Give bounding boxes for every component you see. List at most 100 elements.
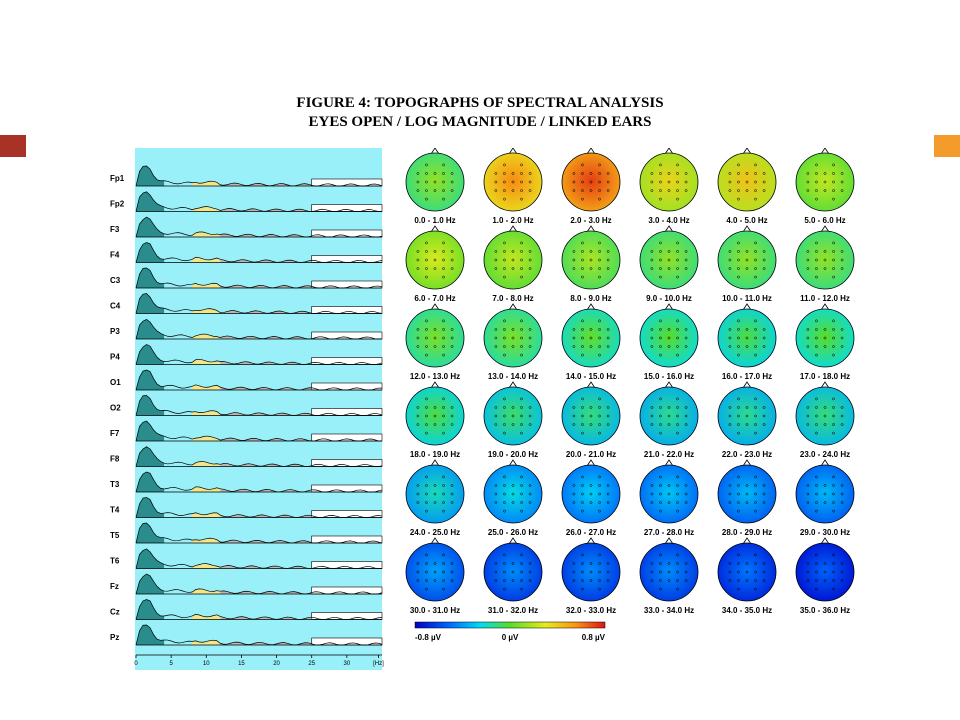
electrode-marker xyxy=(520,180,523,184)
electrode-marker xyxy=(754,345,757,348)
electrode-marker xyxy=(667,267,671,270)
electrode-marker xyxy=(450,501,454,504)
electrode-marker xyxy=(667,345,671,348)
electrode-marker xyxy=(832,406,835,409)
electrode-marker xyxy=(684,501,688,504)
topograph-10: 9.0 - 10.0 Hz xyxy=(639,225,699,303)
band-label: 11.0 - 12.0 Hz xyxy=(800,294,850,303)
head-nose xyxy=(664,148,674,155)
electrode-marker xyxy=(806,484,810,487)
electrode-marker xyxy=(676,319,679,323)
electrode-marker xyxy=(433,172,437,175)
head-nose xyxy=(742,459,752,467)
electrode-marker xyxy=(737,501,740,504)
electrode-marker xyxy=(589,414,593,418)
band-label: 30.0 - 31.0 Hz xyxy=(410,606,460,615)
electrode-marker xyxy=(528,250,532,253)
head-nose xyxy=(664,225,674,233)
electrode-marker xyxy=(581,328,584,331)
electrode-marker xyxy=(676,406,679,409)
electrode-marker xyxy=(737,319,740,323)
channel-label: T4 xyxy=(110,506,120,515)
channel-label: Cz xyxy=(110,608,120,617)
electrode-marker xyxy=(815,587,818,591)
electrode-marker xyxy=(754,319,757,323)
electrode-marker xyxy=(416,250,420,253)
electrode-marker xyxy=(832,475,835,479)
electrode-marker xyxy=(659,319,662,323)
alpha-band-fill xyxy=(192,283,221,288)
head-map xyxy=(795,464,855,524)
electrode-marker xyxy=(450,492,454,496)
electrode-marker xyxy=(840,406,844,409)
electrode-marker xyxy=(754,492,757,496)
head-map xyxy=(717,230,777,290)
band-label: 17.0 - 18.0 Hz xyxy=(800,372,850,381)
electrode-marker xyxy=(433,423,437,426)
electrode-marker xyxy=(606,250,610,253)
electrode-marker xyxy=(832,258,835,262)
electrode-marker xyxy=(494,501,498,504)
electrode-marker xyxy=(520,492,523,496)
electrode-marker xyxy=(511,336,515,340)
electrode-marker xyxy=(832,197,835,201)
electrode-marker xyxy=(659,241,662,245)
electrode-marker xyxy=(832,501,835,504)
electrode-marker xyxy=(503,172,506,175)
colorbar: -0.8 µV 0 µV 0.8 µV xyxy=(414,621,606,642)
head-map xyxy=(639,308,699,368)
head-nose xyxy=(430,225,440,233)
electrode-marker xyxy=(754,562,757,565)
electrode-marker xyxy=(762,345,766,348)
band-label: 18.0 - 19.0 Hz xyxy=(410,450,460,459)
electrode-marker xyxy=(815,570,818,574)
head-map xyxy=(639,464,699,524)
electrode-marker xyxy=(737,189,740,192)
electrode-marker xyxy=(737,587,740,591)
topograph-19: 18.0 - 19.0 Hz xyxy=(405,381,465,459)
electrode-marker xyxy=(581,397,584,401)
electrode-marker xyxy=(442,180,445,184)
electrode-marker xyxy=(494,189,498,192)
electrode-marker xyxy=(823,345,827,348)
electrode-marker xyxy=(425,353,428,357)
electrode-marker xyxy=(425,250,428,253)
channel-row-f4: F4 xyxy=(110,242,383,263)
electrode-marker xyxy=(815,328,818,331)
electrode-marker xyxy=(572,345,576,348)
electrode-marker xyxy=(745,423,749,426)
electrode-marker xyxy=(745,258,749,262)
electrode-marker xyxy=(737,406,740,409)
electrode-marker xyxy=(572,250,576,253)
topograph-22: 21.0 - 22.0 Hz xyxy=(639,381,699,459)
electrode-marker xyxy=(667,180,671,184)
channel-row-t4: T4 xyxy=(110,497,383,518)
electrode-marker xyxy=(425,275,428,279)
electrode-marker xyxy=(728,172,732,175)
band-label: 10.0 - 11.0 Hz xyxy=(722,294,772,303)
topograph-1: 0.0 - 1.0 Hz xyxy=(405,148,465,225)
electrode-marker xyxy=(659,163,662,167)
electrode-marker xyxy=(581,579,584,582)
electrode-marker xyxy=(598,250,601,253)
electrode-marker xyxy=(425,267,428,270)
band-label: 0.0 - 1.0 Hz xyxy=(414,216,455,225)
electrode-marker xyxy=(416,180,420,184)
band-label: 22.0 - 23.0 Hz xyxy=(722,450,772,459)
electrode-marker xyxy=(754,353,757,357)
electrode-marker xyxy=(581,509,584,513)
head-nose xyxy=(586,459,596,467)
electrode-marker xyxy=(815,397,818,401)
band-label: 34.0 - 35.0 Hz xyxy=(722,606,772,615)
electrode-marker xyxy=(728,501,732,504)
electrode-marker xyxy=(450,414,454,418)
electrode-marker xyxy=(728,570,732,574)
delta-band-fill xyxy=(136,497,165,518)
electrode-marker xyxy=(581,319,584,323)
electrode-marker xyxy=(659,353,662,357)
electrode-marker xyxy=(589,492,593,496)
head-map xyxy=(639,386,699,446)
electrode-marker xyxy=(494,423,498,426)
electrode-marker xyxy=(416,562,420,565)
electrode-marker xyxy=(667,250,671,253)
